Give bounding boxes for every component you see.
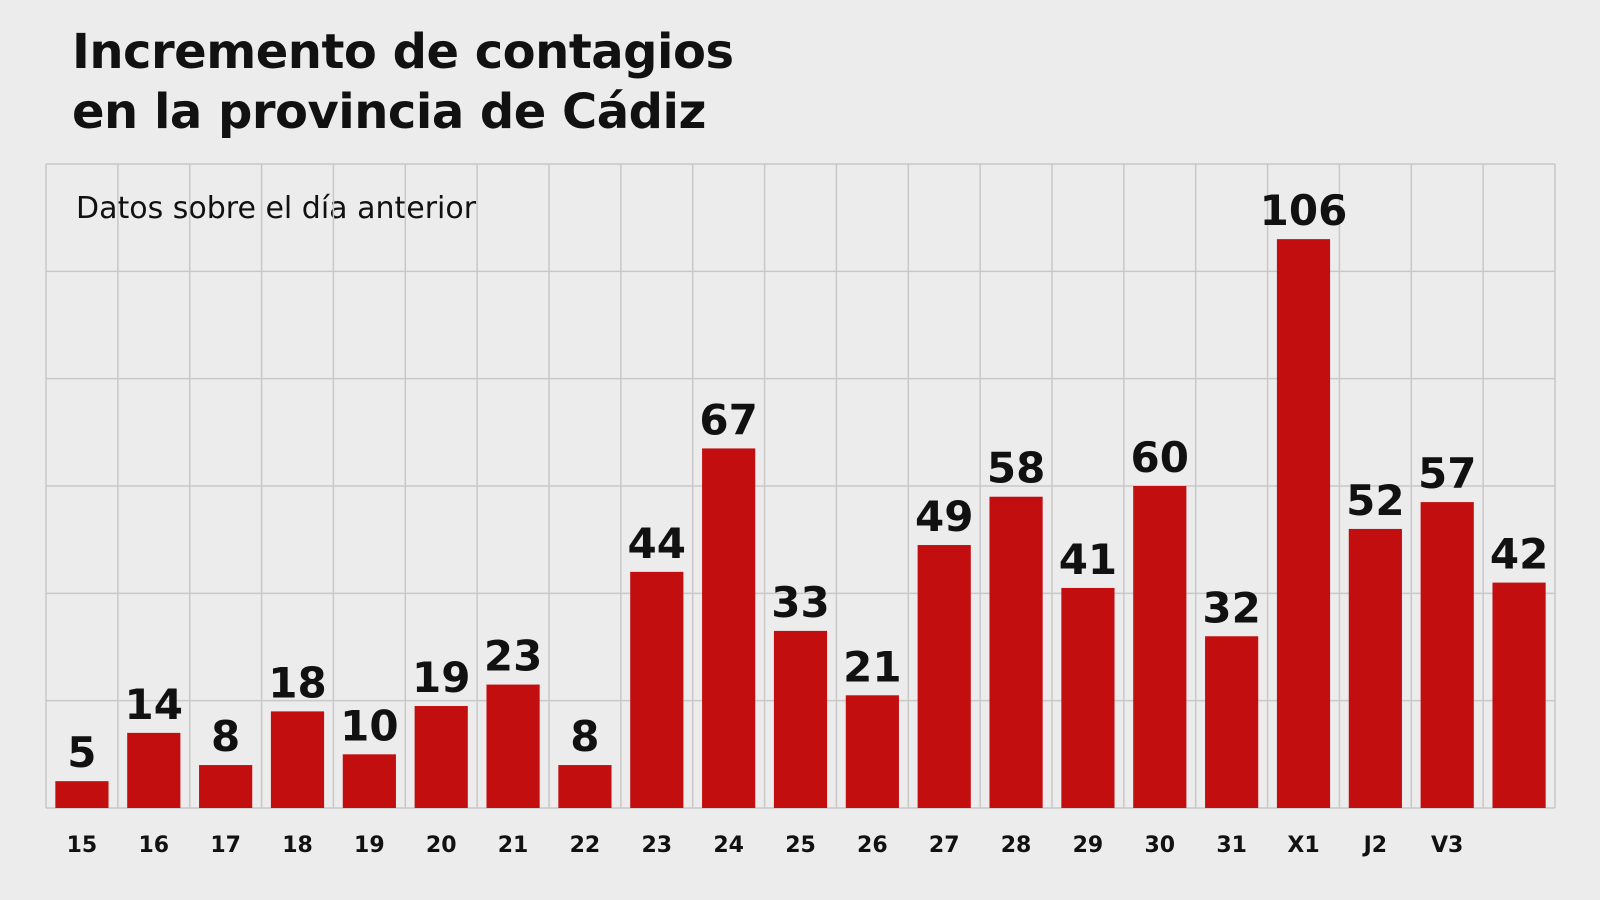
- x-tick-label: 27: [929, 833, 960, 858]
- bar: [989, 496, 1043, 808]
- bar: [270, 711, 325, 808]
- x-tick-label: 31: [1216, 833, 1247, 858]
- bar: [1133, 486, 1187, 808]
- bar: [486, 684, 540, 808]
- bar: [1205, 636, 1259, 808]
- x-tick-label: J2: [1362, 833, 1388, 858]
- data-label: 44: [628, 519, 686, 568]
- chart-subtitle: Datos sobre el día anterior: [76, 191, 477, 226]
- x-tick-label: 22: [570, 833, 601, 858]
- x-tick-label: 24: [713, 833, 744, 858]
- data-label: 21: [843, 642, 901, 691]
- bar: [414, 706, 468, 808]
- bar: [1348, 528, 1402, 808]
- data-label: 10: [340, 701, 398, 750]
- bar: [917, 545, 971, 808]
- x-tick-label: X1: [1287, 833, 1319, 858]
- x-tick-label: 20: [426, 833, 457, 858]
- bar: [1492, 582, 1546, 808]
- data-label: 14: [125, 680, 183, 729]
- bar: [845, 695, 899, 808]
- bar: [1420, 502, 1474, 808]
- bar: [127, 732, 181, 808]
- data-label: 67: [699, 395, 757, 444]
- x-tick-label: 23: [641, 833, 672, 858]
- bar: [199, 765, 253, 808]
- bar: [630, 571, 684, 808]
- data-label: 8: [570, 712, 599, 761]
- x-tick-label: 30: [1144, 833, 1175, 858]
- x-tick-label: 21: [498, 833, 529, 858]
- data-label: 23: [484, 632, 542, 681]
- data-label: 58: [987, 444, 1045, 493]
- x-tick-label: 16: [138, 833, 169, 858]
- data-label: 8: [211, 712, 240, 761]
- data-label: 42: [1490, 530, 1548, 579]
- bar: [1061, 587, 1115, 808]
- x-tick-label: 28: [1001, 833, 1032, 858]
- x-tick-label: 26: [857, 833, 888, 858]
- data-label: 57: [1418, 449, 1476, 498]
- bar: [1276, 239, 1331, 809]
- x-tick-label: 29: [1073, 833, 1104, 858]
- data-label: 49: [915, 492, 973, 541]
- data-label: 52: [1346, 476, 1404, 525]
- x-tick-label: 18: [282, 833, 313, 858]
- x-tick-label: 15: [67, 833, 98, 858]
- data-label: 18: [268, 658, 326, 707]
- x-tick-label: V3: [1431, 833, 1463, 858]
- chart-title: Incremento de contagios en la provincia …: [72, 24, 734, 140]
- x-tick-label: 17: [210, 833, 241, 858]
- data-label: 33: [771, 578, 829, 627]
- data-label: 60: [1131, 433, 1189, 482]
- data-label: 32: [1202, 583, 1260, 632]
- bar: [558, 765, 612, 808]
- data-label: 5: [67, 728, 96, 777]
- bar: [702, 448, 756, 808]
- x-tick-label: 19: [354, 833, 385, 858]
- data-label: 106: [1260, 186, 1348, 235]
- data-label: 19: [412, 653, 470, 702]
- bar: [773, 630, 828, 808]
- bar: [55, 781, 109, 808]
- x-tick-label: 25: [785, 833, 816, 858]
- bar: [342, 754, 396, 808]
- data-label: 41: [1059, 535, 1117, 584]
